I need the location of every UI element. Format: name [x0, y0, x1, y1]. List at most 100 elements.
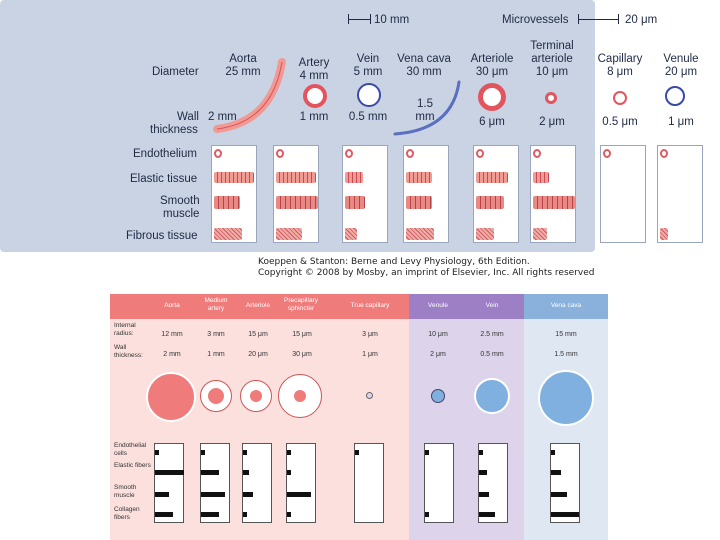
artery-diameter: 4 mm [299, 70, 329, 82]
venous-header [524, 294, 608, 319]
endothelium-icon [603, 149, 611, 158]
venule-cross-section [431, 389, 445, 403]
elastic-bar [479, 470, 487, 475]
diameter-label: Diameter [152, 66, 199, 78]
fibrous-tissue-band [345, 228, 357, 240]
header-precapillary-sphincter: Precapillary sphincter [284, 297, 318, 312]
arteriole-layer-column [473, 145, 519, 243]
capillary-wall: 0.5 μm [602, 116, 638, 128]
arteriole-ring [478, 83, 506, 111]
endothelial-bar [287, 450, 291, 455]
radius-medium-artery: 3 mm [207, 331, 225, 338]
endothelial-bar [425, 450, 429, 455]
radius-precapillary: 15 μm [292, 331, 312, 338]
elastic-label: Elastic tissue [130, 173, 198, 185]
endothelial-bar [243, 450, 247, 455]
header-arteriole: Arteriole [245, 302, 271, 309]
smooth-muscle-band [214, 196, 240, 209]
vena-cava-wall-1: 1.5 [417, 98, 433, 110]
wall-label-1: Wall [177, 111, 199, 123]
elastic-tissue-band [533, 172, 549, 183]
terminal-arteriole-name-1: Terminal [530, 40, 574, 52]
elastic-bar [155, 470, 184, 475]
vein-diameter: 5 mm [353, 66, 383, 78]
smooth-muscle-bar [155, 492, 169, 497]
medium-artery-composition [200, 443, 230, 523]
smooth-label-2: muscle [163, 208, 200, 220]
microvessels-label: Microvessels [502, 14, 569, 26]
endothelium-icon [660, 149, 668, 158]
smooth-muscle-bar [551, 492, 567, 497]
venule-diameter: 20 μm [664, 66, 698, 78]
smooth-muscle-label: Smooth muscle [114, 484, 137, 499]
wall-precapillary: 30 μm [292, 351, 312, 358]
header-vein: Vein [485, 302, 499, 309]
arterial-header [110, 294, 409, 319]
internal-radius-label: Internal radius: [114, 322, 136, 337]
venule-composition [424, 443, 454, 523]
arteriole-wall: 6 μm [479, 116, 505, 128]
vena-cava-layer-column [403, 145, 449, 243]
true-capillary-composition [354, 443, 384, 523]
endothelium-icon [476, 149, 484, 158]
header-aorta: Aorta [164, 302, 180, 309]
radius-arteriole: 15 μm [248, 331, 268, 338]
elastic-tissue-band [476, 172, 508, 183]
endothelial-bar [201, 450, 205, 455]
capillary-diameter: 8 μm [607, 66, 633, 78]
elastic-tissue-band [406, 172, 432, 183]
smooth-muscle-bar [287, 492, 311, 497]
smooth-muscle-band [406, 196, 432, 209]
scale-mm-label: 10 mm [374, 14, 410, 26]
aorta-wall: 2 mm [208, 111, 237, 123]
header-venule: Venule [428, 302, 448, 309]
vena-cava-cross-section [538, 370, 594, 426]
elastic-fibers-label: Elastic fibers [114, 462, 151, 469]
vena-cava-arc [393, 80, 461, 136]
wall-label-2: thickness [150, 124, 198, 136]
endothelium-icon [406, 149, 414, 158]
aorta-diameter: 25 mm [225, 66, 261, 78]
credit-line-1: Koeppen & Stanton: Berne and Levy Physio… [258, 257, 530, 267]
vena-cava-wall-2: mm [415, 111, 435, 123]
scale-bar-um [578, 19, 618, 20]
medium-artery-cross-section [200, 380, 232, 412]
wall-venule: 2 μm [430, 351, 446, 358]
terminal-arteriole-ring [545, 92, 557, 104]
venule-ring [665, 86, 685, 106]
fibrous-tissue-band [660, 228, 668, 240]
endothelium-icon [276, 149, 284, 158]
capillary-layer-column [600, 145, 646, 243]
smooth-muscle-bar [243, 492, 253, 497]
header-true-capillary: True capillary [350, 302, 390, 309]
endothelium-icon [214, 149, 222, 158]
radius-venule: 10 μm [428, 331, 448, 338]
endothelial-bar [155, 450, 159, 455]
fibrous-tissue-band [214, 228, 242, 240]
radius-vena-cava: 15 mm [555, 331, 577, 338]
smooth-muscle-bar [479, 492, 489, 497]
vessel-arcs [213, 58, 461, 136]
endothelium-label: Endothelium [133, 148, 197, 160]
endothelial-bar [355, 450, 359, 455]
collagen-bar [425, 512, 429, 517]
elastic-bar [551, 470, 561, 475]
collagen-bar [201, 512, 219, 517]
arteriole-composition [242, 443, 272, 523]
artery-ring [303, 84, 327, 108]
endothelial-bar [551, 450, 555, 455]
venule-layer-column [657, 145, 703, 243]
elastic-bar [287, 470, 291, 475]
endothelium-icon [533, 149, 541, 158]
capillary-name: Capillary [597, 53, 643, 65]
header-medium-artery: Medium artery [204, 297, 228, 312]
collagen-bar [479, 512, 495, 517]
wall-capillary: 1 μm [362, 351, 378, 358]
fibrous-tissue-band [476, 228, 494, 240]
aorta-cross-section [146, 372, 196, 422]
wall-vena-cava: 1.5 mm [554, 351, 578, 358]
collagen-bar [155, 512, 173, 517]
smooth-muscle-band [276, 196, 318, 209]
venule-name: Venule [663, 53, 699, 65]
smooth-muscle-band [476, 196, 504, 209]
